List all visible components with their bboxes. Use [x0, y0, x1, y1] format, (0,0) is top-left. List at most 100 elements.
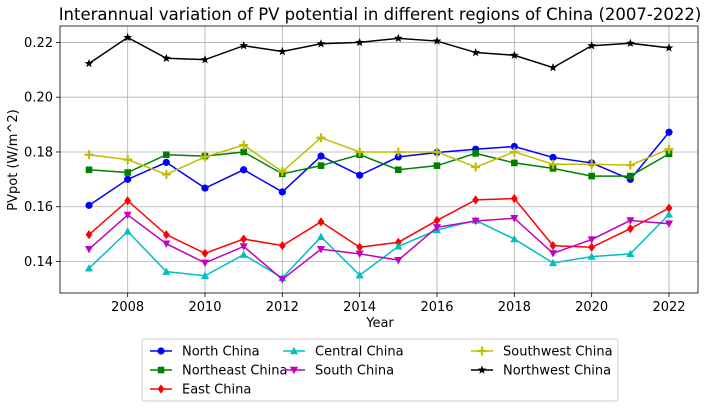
- data-point: [433, 215, 441, 226]
- data-point: [317, 217, 325, 227]
- legend-label: Central China: [315, 345, 404, 360]
- legend-entry: Northwest China: [471, 364, 611, 379]
- series-line: [88, 36, 670, 69]
- y-axis-label: PVpot (W/m^2): [6, 109, 21, 210]
- legend: North China Northeast China East China Cent…: [141, 338, 619, 402]
- legend-label: Southwest China: [503, 345, 613, 360]
- data-point: [471, 162, 481, 172]
- data-point: [163, 151, 170, 159]
- y-tick-label: 0.20: [24, 91, 53, 106]
- data-point: [240, 234, 248, 244]
- data-point: [201, 184, 209, 192]
- data-point: [394, 242, 403, 250]
- data-point: [123, 32, 133, 42]
- data-point: [433, 224, 441, 232]
- data-point: [316, 133, 326, 143]
- series-line: [88, 213, 670, 279]
- data-point: [239, 41, 249, 50]
- data-point: [625, 38, 635, 47]
- data-point: [471, 47, 481, 57]
- data-point: [626, 249, 635, 258]
- data-point: [355, 250, 364, 259]
- data-point: [239, 243, 248, 251]
- data-point: [201, 259, 209, 268]
- chart-title: Interannual variation of PV potential in…: [59, 5, 702, 24]
- data-point: [433, 162, 441, 169]
- data-point: [587, 41, 597, 50]
- data-point: [317, 232, 325, 241]
- data-point: [239, 250, 248, 258]
- data-point: [84, 58, 94, 68]
- data-point: [278, 241, 286, 251]
- legend-entry: Southwest China: [471, 345, 613, 360]
- data-point: [588, 172, 595, 180]
- legend-entry: Central China: [283, 345, 404, 360]
- data-point: [161, 53, 171, 63]
- data-point: [201, 271, 209, 279]
- x-tick-label: 2010: [188, 300, 221, 315]
- series-northwest-china: [84, 32, 674, 72]
- data-point: [472, 150, 479, 157]
- data-point: [549, 153, 557, 162]
- data-point: [665, 210, 673, 218]
- data-point: [84, 150, 94, 160]
- y-tick-label: 0.18: [24, 145, 53, 160]
- data-point: [549, 241, 557, 251]
- data-point: [625, 160, 635, 170]
- data-point: [587, 236, 596, 244]
- data-point: [161, 169, 171, 179]
- data-point: [432, 36, 442, 45]
- series-northeast-china: [85, 148, 673, 180]
- data-point: [511, 159, 518, 167]
- legend-label: South China: [315, 364, 394, 379]
- legend-marker: [477, 365, 487, 374]
- x-tick-label: 2008: [111, 300, 144, 315]
- data-point: [627, 172, 634, 180]
- series-south-china: [85, 211, 673, 284]
- data-point: [510, 142, 518, 151]
- series-north-china: [85, 128, 673, 209]
- series-line: [88, 213, 670, 281]
- series-east-china: [85, 193, 673, 258]
- x-axis: 2008 2010 2012 2014 2016 2018 2020 2022: [111, 293, 686, 315]
- legend-entry: East China: [150, 383, 251, 398]
- data-point: [471, 217, 480, 226]
- data-point: [123, 211, 132, 220]
- data-point: [548, 159, 558, 169]
- data-point: [665, 128, 673, 136]
- data-point: [85, 230, 93, 240]
- legend-label: East China: [182, 383, 251, 398]
- data-point: [626, 217, 635, 225]
- data-point: [85, 245, 93, 254]
- data-point: [123, 155, 133, 165]
- data-point: [394, 256, 403, 265]
- data-point: [278, 188, 286, 196]
- data-point: [510, 215, 519, 223]
- x-axis-label: Year: [365, 316, 394, 331]
- data-point: [664, 43, 674, 52]
- data-point: [626, 224, 634, 234]
- series-line: [88, 131, 670, 206]
- data-point: [162, 230, 170, 240]
- x-tick-label: 2018: [498, 300, 531, 315]
- data-point: [395, 166, 402, 174]
- data-point: [355, 37, 365, 47]
- data-point: [587, 159, 597, 169]
- data-point: [162, 267, 171, 275]
- data-point: [355, 271, 364, 279]
- series-central-china: [85, 210, 673, 282]
- data-point: [432, 147, 442, 157]
- legend-marker: [477, 346, 487, 356]
- data-point: [510, 193, 518, 204]
- y-tick-label: 0.16: [24, 200, 53, 215]
- data-point: [588, 242, 596, 252]
- series-layer: [84, 32, 674, 284]
- legend-entry: South China: [283, 364, 394, 379]
- data-point: [664, 144, 674, 154]
- data-point: [548, 63, 558, 72]
- legend-marker: [290, 346, 298, 355]
- data-point: [317, 152, 325, 160]
- legend-marker: [157, 366, 165, 374]
- data-point: [510, 234, 519, 243]
